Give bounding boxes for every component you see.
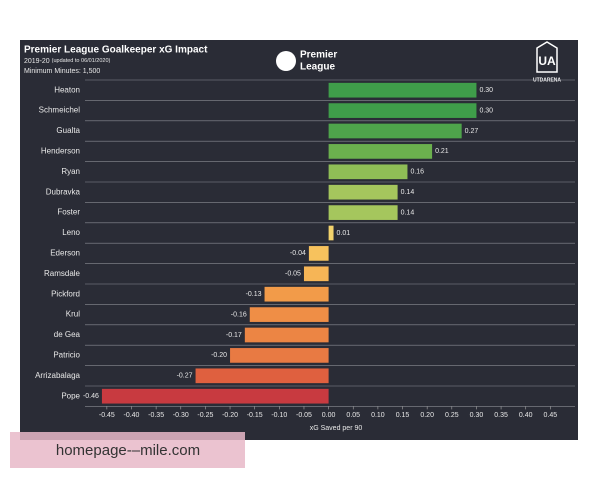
league-logo-text: League	[300, 62, 335, 73]
x-tick-label: 0.20	[420, 412, 434, 419]
x-tick-label: 0.10	[371, 412, 385, 419]
value-label: -0.16	[231, 311, 247, 318]
value-label: 0.14	[401, 189, 415, 196]
bar	[328, 164, 408, 180]
brand-name: UTDARENA	[533, 77, 561, 83]
bar	[195, 368, 329, 384]
bar	[328, 205, 398, 220]
chart-title: Premier League Goalkeeper xG Impact	[24, 45, 208, 56]
value-label: -0.13	[246, 291, 262, 298]
x-tick-label: -0.15	[247, 412, 263, 419]
bar	[264, 286, 329, 302]
y-tick-label: Leno	[62, 228, 80, 237]
subtitle-season: 2019-20	[24, 58, 50, 65]
value-label: 0.01	[337, 230, 351, 237]
value-label: -0.17	[226, 332, 242, 339]
bar	[328, 82, 477, 98]
y-tick-label: Pope	[61, 391, 80, 400]
x-tick-label: 0.00	[322, 412, 336, 419]
x-tick-label: -0.45	[99, 412, 115, 419]
bar	[230, 348, 329, 363]
bar	[308, 246, 329, 261]
value-label: 0.14	[401, 209, 415, 216]
league-logo-icon	[276, 51, 296, 71]
x-tick-label: 0.35	[494, 412, 508, 419]
subtitle-note: (updated to 06/01/2020)	[52, 58, 111, 64]
bar	[328, 103, 477, 118]
x-tick-label: -0.10	[271, 412, 287, 419]
y-tick-label: Pickford	[51, 289, 80, 298]
league-logo-text: Premier	[300, 50, 337, 61]
bar	[244, 327, 329, 343]
y-tick-label: Ederson	[50, 249, 80, 258]
y-tick-label: Dubravka	[46, 187, 81, 196]
x-tick-label: 0.45	[544, 412, 558, 419]
bar	[303, 266, 329, 282]
x-axis-label: xG Saved per 90	[310, 425, 363, 432]
y-tick-label: Krul	[66, 310, 80, 319]
y-tick-label: Schmeichel	[39, 106, 81, 115]
y-tick-label: Gualta	[56, 126, 80, 135]
x-tick-label: -0.35	[148, 412, 164, 419]
x-tick-label: -0.05	[296, 412, 312, 419]
value-label: 0.30	[479, 87, 493, 94]
subtitle: 2019-20 (updated to 06/01/2020)	[24, 58, 111, 65]
bar	[249, 307, 329, 322]
value-label: -0.27	[177, 373, 193, 380]
bar	[328, 184, 398, 200]
x-tick-label: 0.30	[470, 412, 484, 419]
y-tick-label: Ryan	[61, 167, 80, 176]
y-tick-label: Heaton	[54, 85, 80, 94]
y-tick-label: Ramsdale	[44, 269, 81, 278]
watermark: homepage-–mile.com	[56, 442, 200, 459]
value-label: -0.04	[290, 250, 306, 257]
bar	[328, 144, 433, 159]
x-tick-label: 0.25	[445, 412, 459, 419]
y-tick-label: Arrizabalaga	[35, 371, 80, 380]
watermark-box	[10, 432, 245, 468]
x-tick-label: 0.05	[346, 412, 360, 419]
note: Minimum Minutes: 1,500	[24, 68, 100, 75]
bar	[328, 225, 334, 241]
value-label: 0.27	[465, 128, 479, 135]
value-label: -0.46	[83, 393, 99, 400]
brand-logo: UA UTDARENA	[533, 41, 561, 83]
x-tick-label: -0.20	[222, 412, 238, 419]
x-tick-label: -0.25	[197, 412, 213, 419]
x-tick-label: -0.40	[124, 412, 140, 419]
value-label: 0.16	[410, 169, 424, 176]
value-label: 0.21	[435, 148, 449, 155]
x-tick-label: -0.30	[173, 412, 189, 419]
y-tick-label: Foster	[57, 208, 80, 217]
value-label: 0.30	[479, 107, 493, 114]
x-tick-label: 0.15	[396, 412, 410, 419]
x-tick-label: 0.40	[519, 412, 533, 419]
league-logo: Premier League	[276, 50, 337, 73]
bar	[101, 388, 329, 404]
y-tick-label: Patricio	[53, 351, 80, 360]
y-tick-label: Henderson	[41, 147, 80, 156]
brand-shield	[536, 41, 558, 73]
value-label: -0.20	[211, 352, 227, 359]
y-tick-label: de Gea	[54, 330, 81, 339]
brand-mark: UA	[538, 54, 556, 68]
value-label: -0.05	[285, 271, 301, 278]
bar	[328, 123, 462, 139]
plot: -0.45 -0.40 -0.35 -0.30 -0.25 -0.20 -0.15 -0.10…	[35, 79, 575, 432]
